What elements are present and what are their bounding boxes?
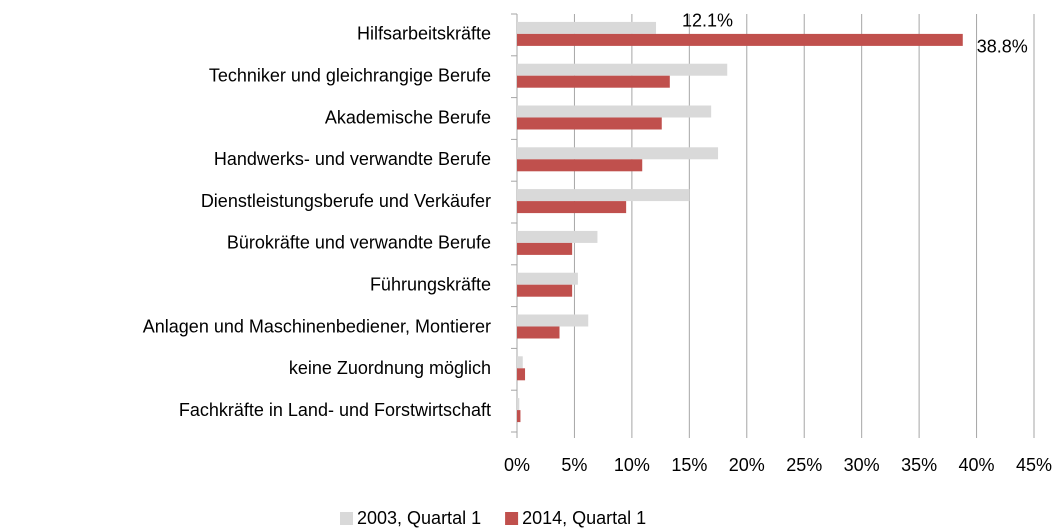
bar: [517, 242, 573, 255]
legend-swatch: [505, 512, 519, 525]
bar: [517, 356, 523, 369]
x-tick-label: 40%: [959, 455, 995, 475]
x-tick-label: 0%: [504, 455, 530, 475]
bar: [517, 105, 712, 118]
x-tick-label: 10%: [614, 455, 650, 475]
bar: [517, 21, 657, 34]
bar: [517, 189, 690, 202]
bar: [517, 33, 963, 46]
bar: [517, 326, 560, 339]
bar: [517, 368, 526, 381]
legend-label: 2003, Quartal 1: [357, 508, 481, 528]
bar: [517, 272, 578, 285]
bar: [517, 314, 589, 327]
x-tick-label: 35%: [901, 455, 937, 475]
bar: [517, 63, 728, 76]
x-tick-label: 15%: [671, 455, 707, 475]
y-tick-label: Dienstleistungsberufe und Verkäufer: [201, 191, 491, 211]
x-tick-label: 30%: [844, 455, 880, 475]
bar: [517, 147, 719, 160]
bar: [517, 230, 598, 243]
bar: [517, 398, 520, 411]
y-tick-label: Fachkräfte in Land- und Forstwirtschaft: [179, 400, 491, 420]
x-tick-label: 5%: [561, 455, 587, 475]
value-label: 12.1%: [682, 11, 733, 31]
bar: [517, 75, 670, 88]
y-tick-label: Hilfsarbeitskräfte: [357, 24, 491, 44]
x-tick-label: 20%: [729, 455, 765, 475]
y-tick-label: Führungskräfte: [370, 274, 491, 294]
y-tick-label: Bürokräfte und verwandte Berufe: [227, 233, 491, 253]
y-tick-label: Anlagen und Maschinenbediener, Montierer: [143, 316, 491, 336]
legend-swatch: [340, 512, 353, 525]
x-tick-label: 45%: [1016, 455, 1052, 475]
y-tick-label: Techniker und gleichrangige Berufe: [209, 65, 491, 85]
bar: [517, 410, 521, 423]
bar: [517, 284, 573, 297]
y-tick-label: Akademische Berufe: [325, 107, 491, 127]
value-label: 38.8%: [977, 37, 1028, 57]
y-tick-label: keine Zuordnung möglich: [289, 358, 491, 378]
bar: [517, 117, 662, 130]
x-tick-label: 25%: [786, 455, 822, 475]
bar: [517, 201, 627, 214]
y-tick-label: Handwerks- und verwandte Berufe: [214, 149, 491, 169]
bar: [517, 159, 643, 172]
legend-label: 2014, Quartal 1: [522, 508, 646, 528]
